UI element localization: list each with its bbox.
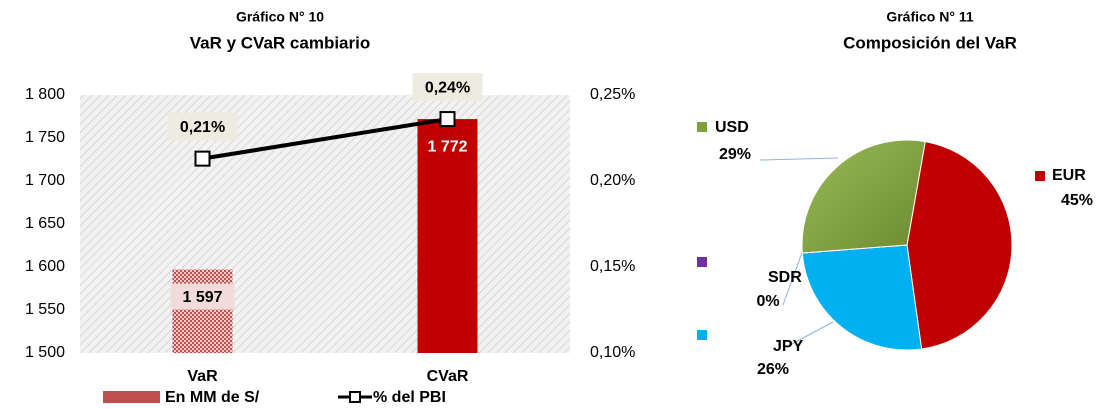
line-marker	[194, 150, 211, 167]
bar	[172, 269, 233, 353]
label-box	[167, 112, 238, 141]
plot-area	[80, 95, 570, 353]
slice-label: EUR	[1052, 167, 1086, 184]
y2-tick-label: 0,25%	[590, 86, 635, 103]
data-label: 1 772	[427, 138, 467, 155]
x-tick-label: VaR	[187, 368, 218, 385]
y-tick-label: 1 650	[25, 215, 65, 232]
line-marker	[439, 111, 456, 128]
label-box	[412, 73, 483, 102]
y2-tick-label: 0,15%	[590, 258, 635, 275]
chart-title: Gráfico N° 11	[886, 9, 974, 25]
legend-label: En MM de S/	[165, 389, 260, 406]
y2-tick-label: 0,20%	[590, 172, 635, 189]
pie-slice	[801, 244, 923, 351]
legend-swatch	[697, 122, 707, 132]
line	[202, 117, 448, 161]
y-tick-label: 1 800	[25, 86, 65, 103]
slice-value-label: 29%	[719, 146, 751, 163]
slice-label: SDR	[768, 269, 802, 286]
label-box	[170, 283, 235, 310]
data-label: 0,21%	[180, 119, 225, 136]
legend-swatch	[103, 391, 160, 403]
slice-value-label: 26%	[757, 361, 789, 378]
x-tick-label: CVaR	[427, 368, 469, 385]
bar	[417, 119, 478, 353]
y-tick-label: 1 700	[25, 172, 65, 189]
leader-line	[759, 157, 839, 161]
slice-label: JPY	[773, 338, 804, 355]
slice-label: USD	[715, 119, 749, 136]
slice-value-label: 0%	[756, 293, 779, 310]
pie-slice	[906, 141, 1013, 350]
data-label: 1 597	[182, 289, 222, 306]
y-tick-label: 1 500	[25, 344, 65, 361]
pie-slice	[801, 139, 926, 254]
chart-title: Gráfico N° 10	[236, 9, 324, 25]
leader-line	[782, 249, 804, 306]
slice-value-label: 45%	[1061, 192, 1093, 209]
legend-swatch	[697, 330, 707, 340]
data-label: 0,24%	[425, 79, 470, 96]
y-tick-label: 1 600	[25, 258, 65, 275]
legend-swatch	[697, 257, 707, 267]
chart-subtitle: VaR y CVaR cambiario	[190, 33, 370, 52]
chart-subtitle: Composición del VaR	[843, 33, 1017, 52]
leader-line	[789, 321, 834, 346]
legend-swatch	[349, 391, 361, 403]
y2-tick-label: 0,10%	[590, 344, 635, 361]
y-tick-label: 1 550	[25, 301, 65, 318]
y-tick-label: 1 750	[25, 129, 65, 146]
legend-label: % del PBI	[373, 389, 446, 406]
legend-swatch	[1035, 171, 1045, 181]
